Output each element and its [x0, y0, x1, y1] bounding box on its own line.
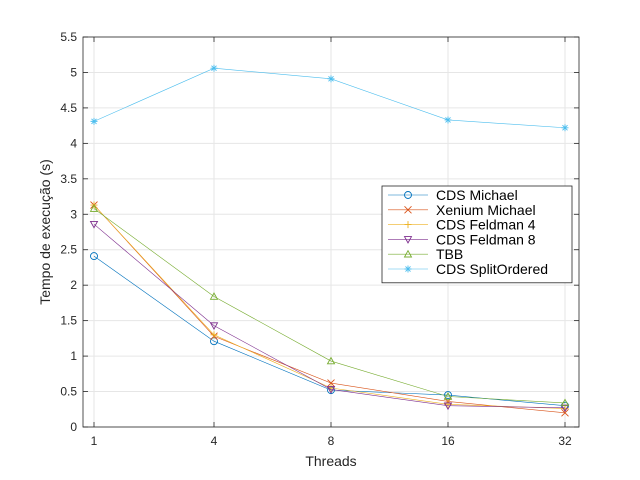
data-point: [327, 75, 335, 83]
triangle-down-marker: [326, 386, 336, 394]
axis-ticks: 1 4 8 16 32 0 0.5 1 1.5 2 2.5 3 3.5 4 4.5 5 5.5: [60, 30, 579, 448]
y-axis-label: Tempo de execução (s): [37, 159, 53, 305]
legend-label: CDS SplitOrdered: [436, 261, 548, 277]
data-point: [444, 391, 452, 400]
data-point: [403, 249, 413, 258]
data-point: [404, 265, 412, 273]
data-point: [89, 220, 99, 229]
legend-entry: TBB: [388, 246, 463, 262]
triangle-down-marker: [443, 402, 453, 411]
circle-marker: [404, 191, 412, 199]
series-cds-feldman-8: [89, 220, 570, 413]
legend-label: CDS Feldman 8: [436, 231, 536, 247]
x-tick-label: 1: [91, 434, 98, 448]
data-point: [560, 398, 570, 407]
data-point: [210, 64, 218, 72]
data-point: [209, 292, 219, 300]
series-cds-splitordered: [90, 64, 569, 132]
triangle-up-marker: [560, 398, 570, 407]
data-point: [326, 386, 336, 394]
y-tick-label: 4.5: [60, 101, 77, 115]
triangle-down-marker: [89, 220, 99, 229]
legend-entry: Xenium Michael: [388, 202, 536, 218]
asterisk-marker: [210, 64, 218, 72]
data-point: [560, 404, 570, 413]
plus-marker: [404, 221, 412, 229]
data-point: [404, 191, 412, 199]
legend-label: CDS Feldman 4: [436, 217, 536, 233]
y-tick-label: 2.5: [60, 243, 77, 257]
y-tick-label: 1: [70, 349, 77, 363]
circle-marker: [444, 391, 452, 400]
data-point: [89, 204, 99, 212]
legend-entry: CDS Feldman 4: [388, 217, 536, 233]
y-tick-label: 1.5: [60, 314, 77, 328]
series-line: [93, 208, 566, 404]
y-tick-label: 4: [70, 136, 77, 150]
y-tick-label: 2: [70, 278, 77, 292]
legend-entry: CDS Feldman 8: [388, 231, 536, 247]
legend-label: CDS Michael: [436, 187, 518, 203]
x-axis-label: Threads: [305, 453, 356, 469]
data-point: [404, 205, 412, 214]
y-tick-label: 5.5: [60, 30, 77, 44]
legend-label: TBB: [436, 246, 463, 262]
data-point: [561, 124, 569, 132]
data-point: [90, 252, 98, 261]
data-point: [443, 402, 453, 411]
x-marker: [327, 379, 335, 387]
circle-marker: [90, 252, 98, 261]
x-tick-label: 8: [328, 434, 335, 448]
x-marker: [404, 205, 412, 214]
asterisk-marker: [561, 124, 569, 132]
triangle-up-marker: [209, 292, 219, 300]
x-tick-label: 32: [558, 434, 572, 448]
triangle-up-marker: [89, 204, 99, 212]
triangle-down-marker: [560, 404, 570, 413]
series-group: [89, 64, 570, 417]
series-tbb: [89, 204, 570, 407]
y-tick-label: 0.5: [60, 385, 77, 399]
data-point: [326, 356, 336, 365]
legend-entry: CDS Michael: [388, 187, 518, 203]
series-line: [93, 223, 566, 409]
triangle-down-marker: [403, 236, 413, 244]
legend-label: Xenium Michael: [436, 202, 536, 218]
plus-marker: [210, 331, 218, 339]
data-point: [209, 322, 219, 331]
data-point: [443, 392, 453, 400]
data-point: [404, 221, 412, 229]
y-tick-label: 0: [70, 420, 77, 434]
data-point: [444, 116, 452, 124]
triangle-up-marker: [326, 356, 336, 365]
y-tick-label: 3: [70, 207, 77, 221]
data-point: [327, 379, 335, 387]
asterisk-marker: [90, 117, 98, 125]
legend-box: [381, 185, 573, 284]
data-point: [90, 117, 98, 125]
data-point: [403, 236, 413, 244]
y-tick-label: 5: [70, 65, 77, 79]
triangle-down-marker: [209, 322, 219, 331]
x-tick-label: 16: [441, 434, 455, 448]
asterisk-marker: [327, 75, 335, 83]
triangle-up-marker: [403, 249, 413, 258]
asterisk-marker: [404, 265, 412, 273]
triangle-up-marker: [443, 392, 453, 400]
legend-entry: CDS SplitOrdered: [388, 261, 548, 277]
data-point: [210, 331, 218, 339]
x-marker: [561, 408, 569, 417]
asterisk-marker: [444, 116, 452, 124]
x-tick-label: 4: [211, 434, 218, 448]
y-tick-label: 3.5: [60, 172, 77, 186]
data-point: [561, 408, 569, 417]
